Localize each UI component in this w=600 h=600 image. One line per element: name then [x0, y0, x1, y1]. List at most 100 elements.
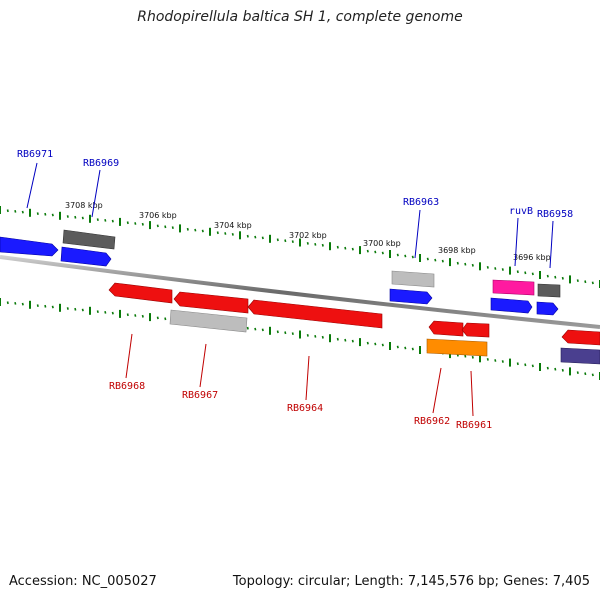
label-RB6971[interactable]: RB6971	[17, 149, 53, 160]
minor-tick	[546, 274, 549, 278]
minor-tick	[224, 232, 227, 235]
minor-tick	[516, 270, 519, 274]
label-RB6968[interactable]: RB6968	[109, 381, 145, 392]
minor-tick	[111, 219, 114, 223]
gene-red-3695[interactable]	[561, 329, 600, 346]
minor-tick	[576, 279, 579, 282]
genome-summary-text: Topology: circular; Length: 7,145,576 bp…	[232, 574, 590, 589]
minor-tick	[524, 363, 527, 367]
minor-tick	[96, 310, 99, 313]
minor-tick	[501, 360, 504, 363]
minor-tick	[494, 267, 497, 270]
gene-RB6963[interactable]	[389, 288, 433, 305]
label-RB6967[interactable]: RB6967	[182, 390, 218, 401]
minor-tick	[74, 215, 77, 219]
minor-tick	[561, 368, 564, 372]
minor-tick	[254, 235, 257, 239]
minor-tick	[186, 227, 189, 231]
label-RB6958[interactable]: RB6958	[537, 209, 573, 220]
minor-tick	[516, 362, 519, 366]
gene-purple-3695[interactable]	[560, 347, 600, 365]
minor-tick	[404, 254, 407, 258]
gene-ruvB[interactable]	[492, 279, 535, 296]
minor-tick	[336, 337, 339, 341]
accession-text: Accession: NC_005027	[9, 574, 157, 589]
minor-tick	[6, 301, 9, 305]
minor-tick	[591, 373, 594, 377]
minor-tick	[554, 367, 557, 371]
gene-RB6967[interactable]	[173, 291, 249, 314]
minor-tick	[314, 243, 317, 246]
minor-tick	[104, 219, 107, 222]
minor-tick	[44, 304, 47, 308]
minor-tick	[411, 255, 414, 259]
minor-tick	[194, 228, 197, 232]
minor-tick	[201, 229, 204, 233]
minor-tick	[134, 222, 137, 225]
minor-tick	[126, 313, 129, 317]
minor-tick	[441, 259, 444, 263]
label-ruvB[interactable]: ruvB	[509, 206, 533, 217]
minor-tick	[21, 210, 24, 214]
minor-tick	[276, 330, 279, 334]
scale-label-3700: 3700 kbp	[363, 239, 401, 248]
minor-tick	[584, 372, 587, 376]
minor-tick	[104, 311, 107, 314]
minor-tick	[374, 342, 377, 346]
label-RB6964[interactable]: RB6964	[287, 403, 323, 414]
scale-label-3702: 3702 kbp	[289, 231, 327, 240]
gene-lightgrey-3705[interactable]	[169, 309, 248, 333]
minor-tick	[14, 210, 17, 213]
genome-backbone	[0, 255, 600, 329]
gene-RB6964[interactable]	[247, 299, 383, 329]
scale-label-3706: 3706 kbp	[139, 211, 177, 220]
gene-orange-3698[interactable]	[426, 338, 488, 357]
gene-RB6969[interactable]	[60, 246, 112, 267]
minor-tick	[96, 218, 99, 221]
gene-RB6968[interactable]	[108, 282, 173, 304]
minor-tick	[464, 354, 467, 358]
label-RB6961[interactable]: RB6961	[456, 420, 492, 431]
minor-tick	[546, 366, 549, 370]
minor-tick	[81, 308, 84, 312]
minor-tick	[381, 343, 384, 347]
scale-label-3704: 3704 kbp	[214, 221, 252, 230]
minor-tick	[36, 304, 39, 307]
minor-tick	[141, 222, 144, 226]
minor-tick	[591, 281, 594, 285]
minor-tick	[51, 213, 54, 217]
gene-RB6971[interactable]	[0, 236, 59, 257]
label-RB6962[interactable]: RB6962	[414, 416, 450, 427]
minor-tick	[396, 345, 399, 349]
gene-RB6958-grey[interactable]	[537, 283, 561, 298]
minor-tick	[156, 224, 159, 228]
minor-tick	[276, 238, 279, 242]
minor-tick	[291, 240, 294, 243]
minor-tick	[306, 242, 309, 245]
minor-tick	[66, 215, 69, 218]
label-RB6963[interactable]: RB6963	[403, 197, 439, 208]
minor-tick	[321, 335, 324, 339]
minor-tick	[246, 234, 249, 238]
gene-lightgrey-3700[interactable]	[391, 270, 435, 288]
minor-tick	[164, 225, 167, 229]
scale-label-3708: 3708 kbp	[65, 201, 103, 210]
gene-RB6962[interactable]	[428, 320, 464, 337]
gene-blue-3696[interactable]	[490, 297, 533, 314]
gene-grey-3708[interactable]	[62, 229, 116, 250]
minor-tick	[314, 335, 317, 338]
minor-tick	[561, 276, 564, 280]
minor-tick	[306, 334, 309, 337]
map-title: Rhodopirellula baltica SH 1, complete ge…	[137, 9, 463, 25]
minor-tick	[411, 347, 414, 351]
minor-tick	[404, 346, 407, 350]
gene-RB6958[interactable]	[536, 301, 559, 316]
inner-tick-ring	[0, 298, 600, 380]
minor-tick	[164, 317, 167, 321]
label-RB6969[interactable]: RB6969	[83, 158, 119, 169]
minor-tick	[501, 268, 504, 271]
forward-strand-genes	[0, 229, 561, 316]
minor-tick	[464, 262, 467, 266]
gene-RB6961[interactable]	[461, 322, 490, 338]
